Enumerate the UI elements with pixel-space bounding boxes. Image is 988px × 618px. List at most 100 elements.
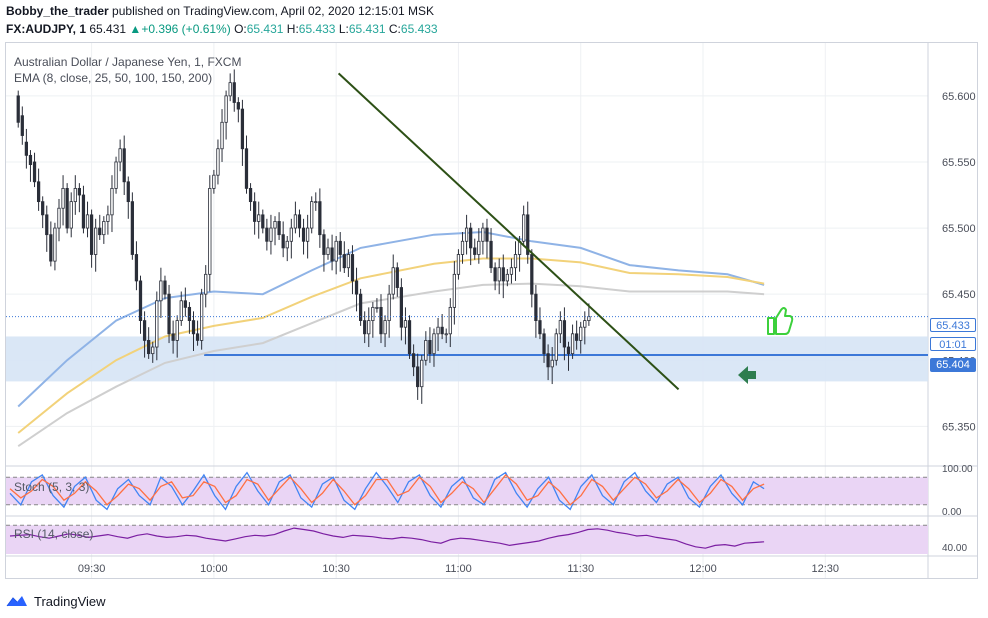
arrow-left-icon — [738, 366, 756, 384]
candle-body — [473, 247, 477, 255]
candle-body — [191, 320, 196, 335]
candle-body — [289, 227, 293, 242]
change-up-icon: ▲ — [129, 22, 142, 36]
candle-body — [171, 333, 175, 341]
candle-body — [505, 273, 509, 282]
countdown-tag: 01:01 — [930, 337, 976, 351]
candle-body — [444, 333, 448, 336]
author-name[interactable]: Bobby_the_trader — [6, 4, 109, 18]
published-text: published on TradingView.com, April 02, … — [112, 4, 435, 18]
candle-body — [542, 333, 546, 355]
candle-body — [411, 353, 416, 368]
candle-body — [306, 227, 310, 242]
price-tick-label: 65.600 — [942, 91, 976, 103]
candle-body — [187, 306, 192, 321]
candle-body — [379, 306, 383, 335]
candle-body — [257, 214, 261, 222]
candle-body — [151, 346, 155, 355]
candle-body — [224, 95, 228, 123]
candle-body — [195, 333, 200, 341]
candle-body — [350, 254, 355, 282]
candle-body — [424, 340, 428, 361]
candle-body — [57, 207, 61, 229]
tradingview-logo-icon — [6, 596, 27, 607]
candle-body — [403, 320, 408, 328]
candle-body — [330, 247, 334, 262]
candle-body — [24, 141, 29, 156]
candle-body — [395, 267, 399, 288]
candle-body — [346, 254, 351, 269]
candle-body — [420, 359, 424, 388]
high-label: H: — [286, 22, 299, 36]
footer-brand[interactable]: TradingView — [34, 593, 106, 609]
candle-body — [102, 221, 106, 236]
current-price-tag: 65.433 — [930, 318, 976, 332]
rsi-legend[interactable]: RSI (14, close) — [14, 527, 94, 541]
candle-body — [310, 201, 314, 229]
price-tick-label: 65.500 — [942, 223, 976, 235]
candle-body — [236, 102, 240, 110]
candle-body — [216, 148, 220, 176]
candle-body — [546, 353, 550, 368]
candle-body — [428, 340, 432, 355]
candle-body — [354, 280, 359, 295]
candle-body — [293, 214, 298, 229]
candle-body — [20, 115, 24, 136]
candle-body — [179, 300, 183, 321]
candle-body — [53, 227, 57, 262]
candle-body — [493, 267, 497, 282]
candle-body — [118, 148, 122, 163]
candle-body — [407, 320, 412, 355]
ohlc-line: FX:AUDJPY, 1 65.431 ▲+0.396 (+0.61%) O:6… — [6, 22, 438, 36]
candle-body — [440, 326, 444, 335]
candle-body — [130, 201, 134, 255]
candle-body — [570, 333, 575, 355]
ema-line — [17, 282, 765, 448]
candle-body — [513, 254, 518, 269]
footer: TradingView — [6, 592, 106, 610]
time-tick-label: 10:30 — [322, 563, 350, 575]
candle-body — [550, 359, 554, 368]
stoch-tick-label: 100.00 — [942, 464, 973, 475]
candle-body — [566, 346, 571, 355]
stoch-legend[interactable]: Stoch (5, 3, 3) — [14, 480, 90, 494]
candle-body — [534, 293, 538, 321]
candle-body — [114, 161, 118, 189]
candle-body — [579, 326, 583, 341]
candle-body — [469, 227, 473, 249]
candle-body — [81, 194, 86, 229]
candle-body — [248, 188, 253, 203]
candle-body — [122, 148, 126, 183]
candle-body — [126, 181, 130, 203]
candle-body — [558, 320, 562, 335]
candle-body — [318, 201, 322, 236]
candle-body — [228, 82, 232, 97]
symbol-label[interactable]: FX:AUDJPY, 1 — [6, 22, 87, 36]
candle-body — [273, 221, 277, 229]
candle-body — [110, 188, 114, 216]
price-tick-label: 65.450 — [942, 289, 976, 301]
candle-body — [367, 320, 371, 335]
candle-body — [416, 366, 420, 388]
high-value: 65.433 — [298, 22, 336, 36]
candle-body — [204, 273, 208, 295]
candle-body — [163, 280, 167, 295]
candle-body — [32, 161, 37, 183]
candle-body — [334, 240, 338, 262]
candle-body — [98, 227, 102, 236]
candle-body — [583, 320, 587, 328]
candle-body — [61, 188, 65, 209]
ema-legend[interactable]: EMA (8, close, 25, 50, 100, 150, 200) — [14, 71, 213, 85]
candle-body — [94, 227, 98, 255]
candle-body — [277, 221, 281, 236]
candle-body — [464, 227, 469, 242]
candle-body — [28, 154, 33, 166]
candle-body — [526, 214, 530, 255]
time-tick-label: 10:00 — [200, 563, 228, 575]
candle-body — [554, 333, 558, 361]
candle-body — [477, 240, 481, 255]
chart-frame — [5, 42, 978, 579]
candle-body — [134, 254, 139, 282]
support-zone — [6, 336, 928, 382]
